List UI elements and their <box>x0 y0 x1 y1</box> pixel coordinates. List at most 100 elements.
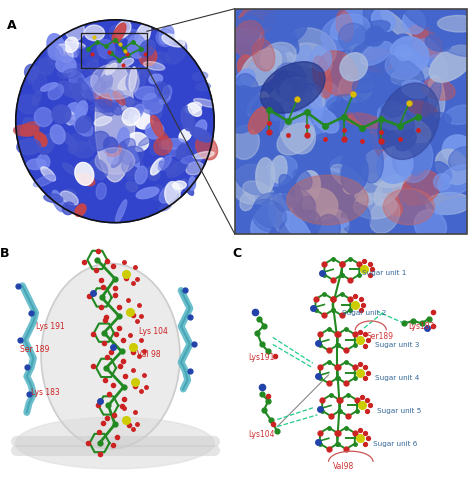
Ellipse shape <box>159 184 179 203</box>
Ellipse shape <box>389 38 429 75</box>
Ellipse shape <box>95 61 135 183</box>
Ellipse shape <box>240 192 255 211</box>
Ellipse shape <box>354 194 397 220</box>
Text: Lys183: Lys183 <box>409 322 435 330</box>
Ellipse shape <box>271 35 297 53</box>
Ellipse shape <box>411 40 439 66</box>
Ellipse shape <box>44 194 63 203</box>
Ellipse shape <box>52 191 64 212</box>
Text: Lys104: Lys104 <box>248 429 275 438</box>
Ellipse shape <box>269 86 292 103</box>
Ellipse shape <box>391 180 418 206</box>
Ellipse shape <box>344 113 384 129</box>
Ellipse shape <box>41 83 57 92</box>
Ellipse shape <box>153 56 162 69</box>
Ellipse shape <box>333 124 366 166</box>
Ellipse shape <box>130 148 139 168</box>
Ellipse shape <box>173 182 186 190</box>
Ellipse shape <box>63 64 77 78</box>
Ellipse shape <box>18 95 38 115</box>
Ellipse shape <box>410 157 427 176</box>
Ellipse shape <box>302 119 325 141</box>
Ellipse shape <box>277 124 314 156</box>
Ellipse shape <box>134 110 154 130</box>
Ellipse shape <box>241 49 282 87</box>
Ellipse shape <box>159 202 172 212</box>
Ellipse shape <box>285 44 332 83</box>
Ellipse shape <box>235 110 274 138</box>
Ellipse shape <box>250 150 278 186</box>
Ellipse shape <box>155 53 170 64</box>
Ellipse shape <box>139 102 160 115</box>
Ellipse shape <box>193 152 214 160</box>
Ellipse shape <box>86 59 99 74</box>
Ellipse shape <box>317 105 354 128</box>
Ellipse shape <box>58 82 82 99</box>
Ellipse shape <box>280 78 322 110</box>
Ellipse shape <box>167 147 178 157</box>
Ellipse shape <box>318 52 358 97</box>
Ellipse shape <box>149 75 163 85</box>
Ellipse shape <box>150 103 162 122</box>
Ellipse shape <box>35 133 47 147</box>
Ellipse shape <box>248 107 270 135</box>
Ellipse shape <box>68 64 85 72</box>
Ellipse shape <box>61 192 78 206</box>
Ellipse shape <box>318 209 349 241</box>
Ellipse shape <box>151 185 164 201</box>
Ellipse shape <box>246 87 267 110</box>
Text: C: C <box>233 246 242 259</box>
Ellipse shape <box>232 165 272 205</box>
Text: Val 98: Val 98 <box>137 349 161 358</box>
Ellipse shape <box>395 46 411 61</box>
Ellipse shape <box>109 145 120 156</box>
Ellipse shape <box>17 140 41 155</box>
Ellipse shape <box>135 87 158 101</box>
Ellipse shape <box>74 118 93 137</box>
Ellipse shape <box>279 175 304 211</box>
Ellipse shape <box>68 145 77 154</box>
Ellipse shape <box>47 35 65 59</box>
Ellipse shape <box>94 101 113 117</box>
Ellipse shape <box>253 200 286 229</box>
Ellipse shape <box>260 43 296 71</box>
Ellipse shape <box>419 122 444 159</box>
Ellipse shape <box>121 59 134 67</box>
Ellipse shape <box>424 113 451 129</box>
Ellipse shape <box>94 117 111 126</box>
Ellipse shape <box>407 102 437 117</box>
Ellipse shape <box>354 21 390 40</box>
Ellipse shape <box>115 91 125 108</box>
Ellipse shape <box>293 85 322 121</box>
Text: Sugar unit 1: Sugar unit 1 <box>362 269 406 275</box>
Ellipse shape <box>222 30 261 45</box>
Ellipse shape <box>63 133 77 149</box>
Ellipse shape <box>111 157 122 168</box>
Ellipse shape <box>104 138 118 154</box>
Ellipse shape <box>321 15 370 51</box>
Ellipse shape <box>272 66 287 94</box>
Ellipse shape <box>377 102 406 130</box>
Ellipse shape <box>352 61 389 88</box>
Ellipse shape <box>425 36 451 52</box>
Ellipse shape <box>340 54 367 81</box>
Ellipse shape <box>438 17 474 33</box>
Ellipse shape <box>381 94 405 118</box>
Ellipse shape <box>76 117 92 133</box>
Ellipse shape <box>309 134 334 162</box>
Ellipse shape <box>231 182 269 219</box>
Ellipse shape <box>193 100 219 108</box>
Ellipse shape <box>341 203 371 235</box>
Ellipse shape <box>85 84 108 94</box>
Ellipse shape <box>330 155 365 173</box>
Ellipse shape <box>313 140 352 168</box>
Ellipse shape <box>381 194 402 219</box>
Ellipse shape <box>78 165 90 176</box>
Ellipse shape <box>356 173 382 211</box>
Ellipse shape <box>442 136 474 164</box>
Ellipse shape <box>243 182 276 206</box>
Ellipse shape <box>233 21 264 58</box>
Ellipse shape <box>295 171 320 205</box>
Ellipse shape <box>70 116 79 126</box>
Ellipse shape <box>327 95 365 115</box>
